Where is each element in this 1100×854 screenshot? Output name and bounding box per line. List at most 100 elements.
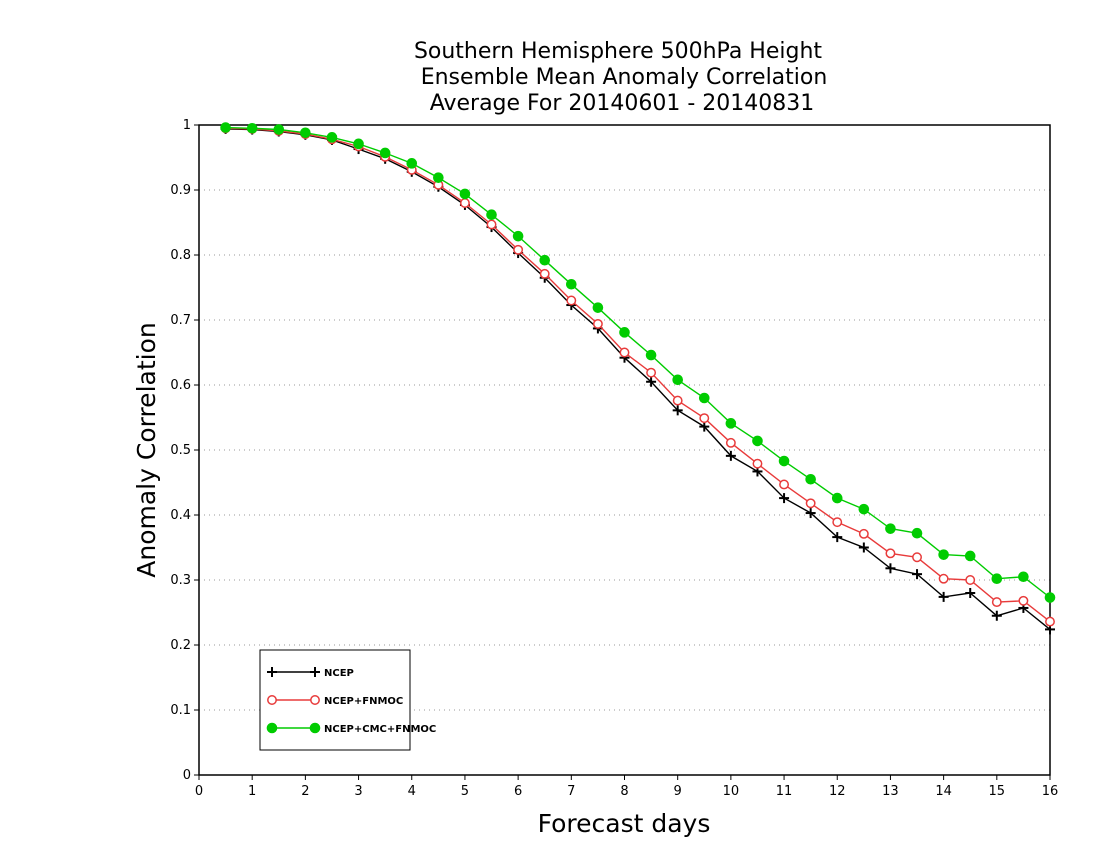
data-point — [566, 295, 577, 306]
y-tick-label: 0.4 — [170, 508, 191, 523]
legend-label: NCEP — [324, 668, 354, 679]
legend-marker — [267, 695, 277, 705]
data-point — [912, 569, 923, 580]
y-axis-title: Anomaly Correlation — [132, 322, 161, 577]
x-tick-label: 16 — [1042, 784, 1059, 799]
data-point — [912, 552, 922, 563]
legend-marker — [310, 695, 320, 705]
legend-entry: NCEP+FNMOC — [267, 695, 403, 707]
x-tick-label: 4 — [408, 784, 416, 799]
x-tick-label: 15 — [989, 784, 1006, 799]
legend-label: NCEP+FNMOC — [324, 696, 403, 707]
data-point — [353, 138, 364, 150]
x-tick-label: 3 — [354, 784, 362, 799]
data-point — [513, 244, 524, 255]
x-tick-label: 2 — [301, 784, 309, 799]
data-point — [672, 405, 683, 416]
x-axis-title: Forecast days — [538, 809, 711, 838]
x-tick-label: 8 — [620, 784, 628, 799]
data-point — [938, 573, 949, 584]
data-point — [619, 327, 630, 338]
data-point — [885, 523, 896, 534]
data-point — [592, 318, 603, 329]
data-point — [911, 527, 923, 539]
x-tick-label: 12 — [829, 784, 846, 799]
data-point — [938, 591, 949, 602]
chart-title-line-2: Ensemble Mean Anomaly Correlation — [421, 65, 828, 90]
chart-title-line-3: Average For 20140601 - 20140831 — [430, 91, 815, 116]
y-tick-label: 0.2 — [170, 638, 191, 653]
data-point — [779, 493, 790, 504]
y-tick-label: 0.5 — [170, 443, 191, 458]
series-line — [225, 128, 1051, 630]
x-tick-label: 14 — [935, 784, 952, 799]
data-point — [778, 455, 790, 467]
legend-marker — [267, 667, 277, 677]
data-point — [273, 124, 285, 135]
legend-label: NCEP+CMC+FNMOC — [324, 724, 436, 735]
x-tick-label: 0 — [195, 784, 203, 799]
data-point — [406, 158, 418, 169]
data-point — [1044, 592, 1056, 603]
gridlines — [199, 189, 1050, 711]
data-point — [326, 132, 338, 143]
series-line — [225, 127, 1051, 623]
data-point — [991, 610, 1002, 621]
series-ncep-cmc-fnmoc — [220, 122, 1056, 603]
data-point — [459, 198, 470, 208]
data-point — [805, 498, 816, 509]
data-point — [858, 503, 870, 515]
y-tick-label: 0.8 — [170, 248, 191, 263]
data-point — [964, 550, 976, 562]
data-point — [938, 549, 949, 560]
x-tick-label: 7 — [567, 784, 575, 799]
legend-marker — [266, 722, 278, 734]
data-point — [965, 588, 976, 598]
series-group — [220, 122, 1056, 635]
axes: 00.10.20.30.40.50.60.70.80.910 1 2 3 4 5 6 7 8 9 1… — [170, 118, 1058, 799]
data-point — [246, 122, 258, 134]
data-point — [831, 492, 843, 504]
data-point — [858, 528, 869, 539]
data-point — [885, 548, 896, 559]
data-point — [379, 147, 391, 159]
data-point — [539, 268, 550, 279]
data-point — [592, 302, 604, 313]
data-point — [1018, 595, 1029, 606]
y-tick-label: 0.9 — [170, 183, 191, 198]
legend-entry: NCEP+CMC+FNMOC — [266, 722, 436, 735]
data-point — [832, 532, 843, 543]
data-point — [725, 450, 736, 461]
data-point — [300, 127, 311, 139]
x-tick-label: 13 — [882, 784, 899, 799]
data-point — [965, 575, 976, 585]
data-point — [991, 573, 1003, 585]
data-point — [486, 219, 497, 230]
data-point — [725, 437, 736, 448]
data-point — [752, 458, 763, 469]
x-tick-label: 9 — [674, 784, 682, 799]
data-point — [779, 479, 790, 490]
data-point — [699, 421, 710, 432]
x-tick-label: 10 — [723, 784, 740, 799]
y-tick-label: 0.6 — [170, 378, 191, 393]
data-point — [646, 376, 657, 387]
data-point — [459, 188, 471, 200]
data-point — [486, 209, 497, 220]
data-point — [1045, 616, 1055, 627]
y-tick-label: 0.7 — [170, 313, 191, 328]
x-tick-label: 1 — [248, 784, 256, 799]
data-point — [646, 367, 657, 378]
data-point — [991, 597, 1002, 608]
x-tick-label: 6 — [514, 784, 522, 799]
data-point — [433, 172, 444, 183]
y-tick-label: 1 — [183, 118, 191, 133]
x-tick-label: 5 — [461, 784, 469, 799]
data-point — [619, 347, 630, 358]
data-point — [725, 418, 737, 429]
data-point — [752, 435, 763, 447]
data-point — [512, 230, 524, 242]
series-ncep-fnmoc — [220, 123, 1055, 627]
